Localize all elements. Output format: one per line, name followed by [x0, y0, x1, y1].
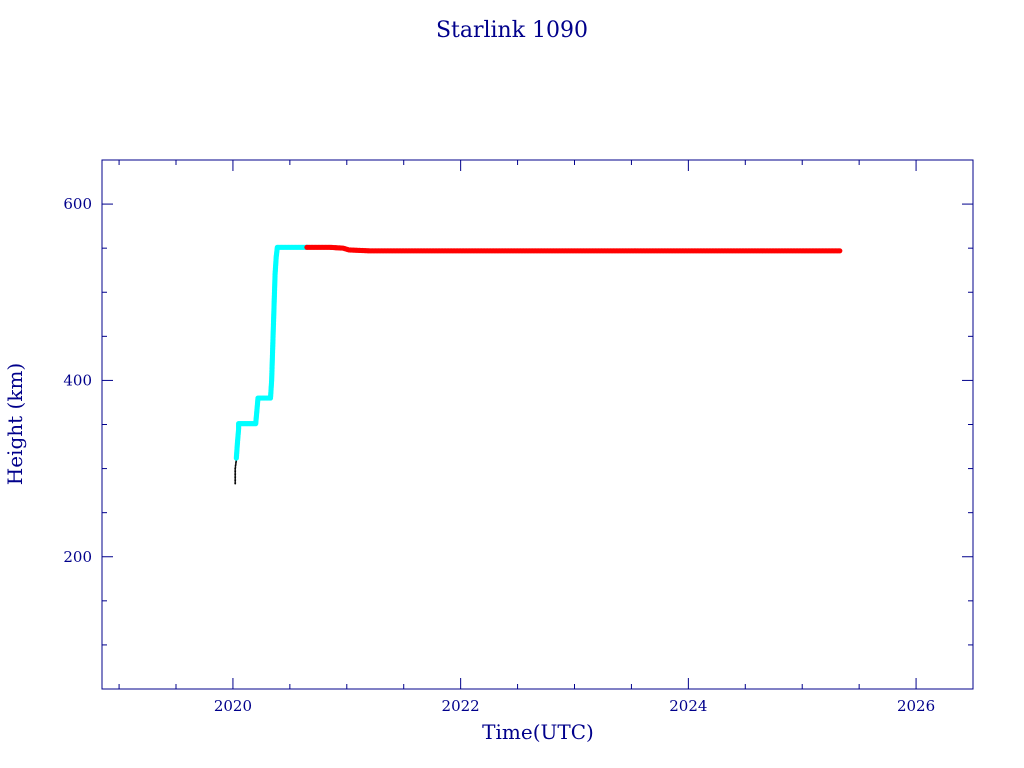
data-point [234, 466, 237, 469]
data-point [234, 470, 237, 473]
data-point [234, 481, 237, 483]
data-point [234, 479, 237, 482]
data-points [233, 244, 843, 485]
data-point [234, 472, 237, 474]
data-point [234, 463, 237, 466]
x-axis-label: Time(UTC) [482, 720, 594, 744]
data-point [235, 461, 237, 464]
y-tick-label: 400 [63, 371, 92, 389]
x-tick-label: 2022 [442, 697, 480, 715]
axis-tick-labels: 2020 2022 2024 2026 200 400 600 [63, 195, 935, 715]
y-tick-label: 200 [63, 548, 92, 566]
data-point [234, 464, 237, 467]
data-point [234, 469, 237, 471]
x-tick-label: 2026 [897, 697, 935, 715]
data-point [234, 467, 237, 470]
x-tick-label: 2020 [214, 697, 252, 715]
data-point [235, 460, 238, 463]
data-point [234, 475, 237, 477]
y-axis-label: Height (km) [3, 363, 27, 485]
axis-ticks [102, 160, 974, 689]
y-tick-label: 600 [63, 195, 92, 213]
chart-title: Starlink 1090 [436, 18, 588, 43]
data-point [234, 473, 237, 476]
plot-frame [101, 159, 974, 690]
data-point [234, 482, 237, 485]
data-point [234, 476, 237, 479]
data-point [837, 248, 843, 254]
data-point [234, 478, 237, 480]
x-tick-label: 2024 [669, 697, 707, 715]
